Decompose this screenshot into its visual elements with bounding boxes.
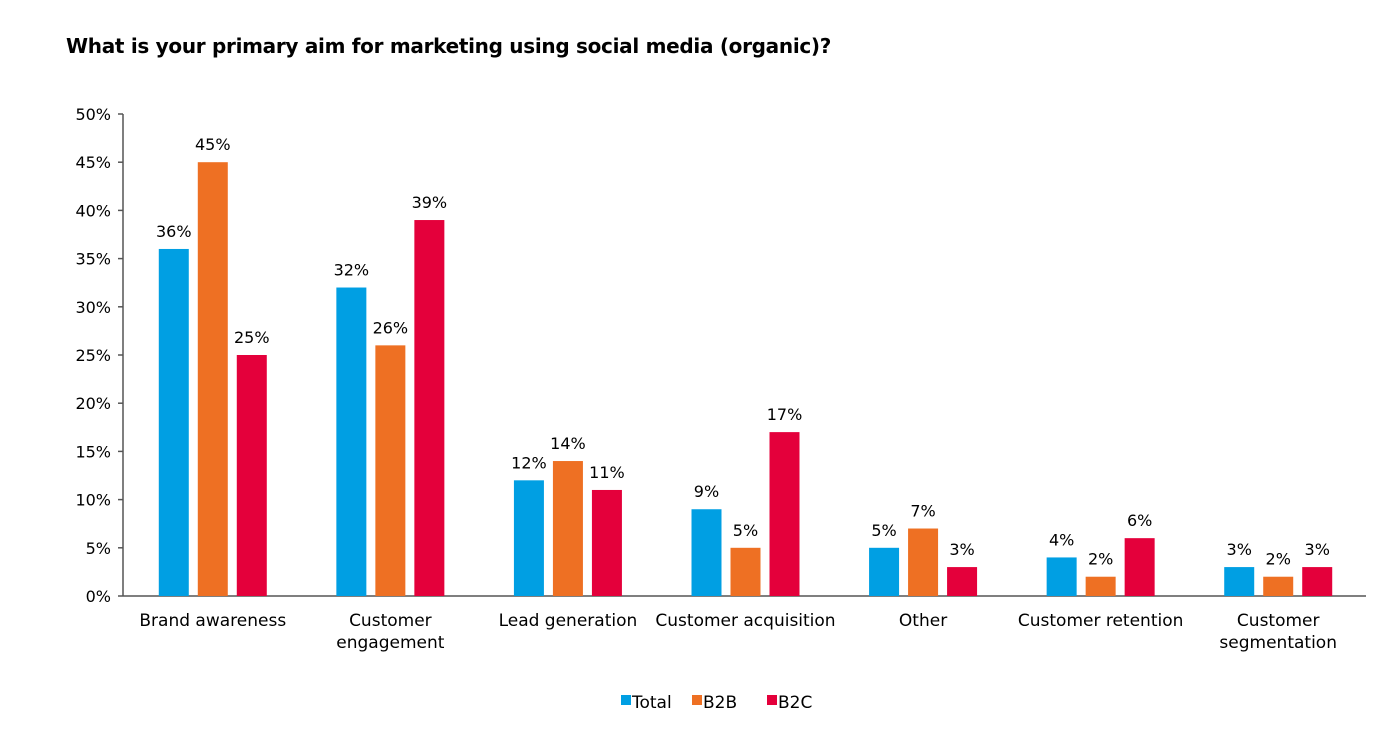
bar-total — [1046, 557, 1077, 596]
bar-b2c — [1302, 567, 1333, 596]
y-tick-label: 25% — [75, 346, 111, 365]
legend-label-b2b: B2B — [703, 693, 737, 713]
x-tick-label: Brand awareness — [139, 611, 286, 631]
bar-b2b — [730, 547, 761, 596]
bar-b2b — [908, 528, 939, 596]
bar-b2b — [197, 162, 228, 596]
y-tick-label: 35% — [75, 250, 111, 269]
y-tick-label: 5% — [86, 539, 111, 558]
legend-swatch-b2b — [692, 695, 702, 705]
data-label: 32% — [334, 261, 370, 280]
chart-title: What is your primary aim for marketing u… — [66, 34, 832, 58]
data-label: 9% — [694, 482, 719, 501]
data-label: 26% — [373, 318, 409, 337]
legend-label-total: Total — [631, 693, 672, 713]
legend-swatch-total — [621, 695, 631, 705]
data-label: 17% — [767, 405, 803, 424]
bar-b2c — [236, 355, 267, 596]
y-tick-label: 30% — [75, 298, 111, 317]
y-tick-label: 40% — [75, 201, 111, 220]
bar-total — [513, 480, 544, 596]
data-label: 3% — [949, 540, 974, 559]
bar-total — [1224, 567, 1255, 596]
data-label: 2% — [1266, 550, 1291, 569]
data-label: 12% — [511, 453, 547, 472]
x-tick-label: Lead generation — [499, 611, 638, 631]
x-tick-label: segmentation — [1219, 633, 1337, 653]
bar-b2c — [414, 220, 445, 597]
data-label: 11% — [589, 463, 625, 482]
data-label: 36% — [156, 222, 192, 241]
data-label: 2% — [1088, 550, 1113, 569]
y-tick-label: 15% — [75, 442, 111, 461]
data-label: 4% — [1049, 530, 1074, 549]
data-label: 45% — [195, 135, 231, 154]
bar-total — [158, 248, 189, 596]
y-tick-label: 45% — [75, 153, 111, 172]
y-tick-label: 50% — [75, 105, 111, 124]
data-label: 7% — [910, 502, 935, 521]
bar-b2c — [947, 567, 978, 596]
x-tick-label: Customer acquisition — [655, 611, 835, 631]
bar-b2b — [552, 461, 583, 596]
y-tick-label: 10% — [75, 491, 111, 510]
data-label: 6% — [1127, 511, 1152, 530]
x-tick-label: Customer — [349, 611, 432, 631]
data-label: 3% — [1305, 540, 1330, 559]
bar-total — [869, 547, 900, 596]
x-tick-label: Customer — [1237, 611, 1320, 631]
data-label: 5% — [871, 521, 896, 540]
data-label: 5% — [733, 521, 758, 540]
bar-b2c — [591, 489, 622, 596]
bar-total — [691, 509, 722, 596]
data-label: 25% — [234, 328, 270, 347]
bar-b2b — [1263, 576, 1294, 596]
legend-swatch-b2c — [767, 695, 777, 705]
bar-b2c — [1124, 538, 1155, 596]
x-tick-label: Other — [899, 611, 947, 631]
data-label: 3% — [1227, 540, 1252, 559]
bar-b2b — [375, 345, 406, 596]
data-label: 14% — [550, 434, 586, 453]
bar-b2b — [1085, 576, 1116, 596]
x-tick-label: Customer retention — [1018, 611, 1184, 631]
legend-label-b2c: B2C — [778, 693, 812, 713]
bar-b2c — [769, 432, 800, 596]
y-tick-label: 0% — [86, 587, 111, 606]
x-tick-label: engagement — [336, 633, 444, 653]
y-tick-label: 20% — [75, 394, 111, 413]
data-label: 39% — [412, 193, 448, 212]
bar-total — [336, 287, 367, 596]
